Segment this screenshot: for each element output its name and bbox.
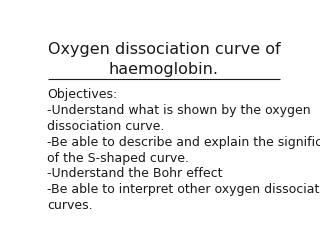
Text: of the S-shaped curve.: of the S-shaped curve. [47,151,189,164]
Text: curves.: curves. [47,199,93,212]
Text: -Understand the Bohr effect: -Understand the Bohr effect [47,167,223,180]
Text: -Understand what is shown by the oxygen: -Understand what is shown by the oxygen [47,104,311,117]
Text: -Be able to describe and explain the significance: -Be able to describe and explain the sig… [47,136,320,149]
Text: Objectives:: Objectives: [47,88,118,101]
Text: Oxygen dissociation curve of
haemoglobin.: Oxygen dissociation curve of haemoglobin… [48,42,280,77]
Text: -Be able to interpret other oxygen dissociation: -Be able to interpret other oxygen disso… [47,183,320,196]
Text: dissociation curve.: dissociation curve. [47,120,165,133]
